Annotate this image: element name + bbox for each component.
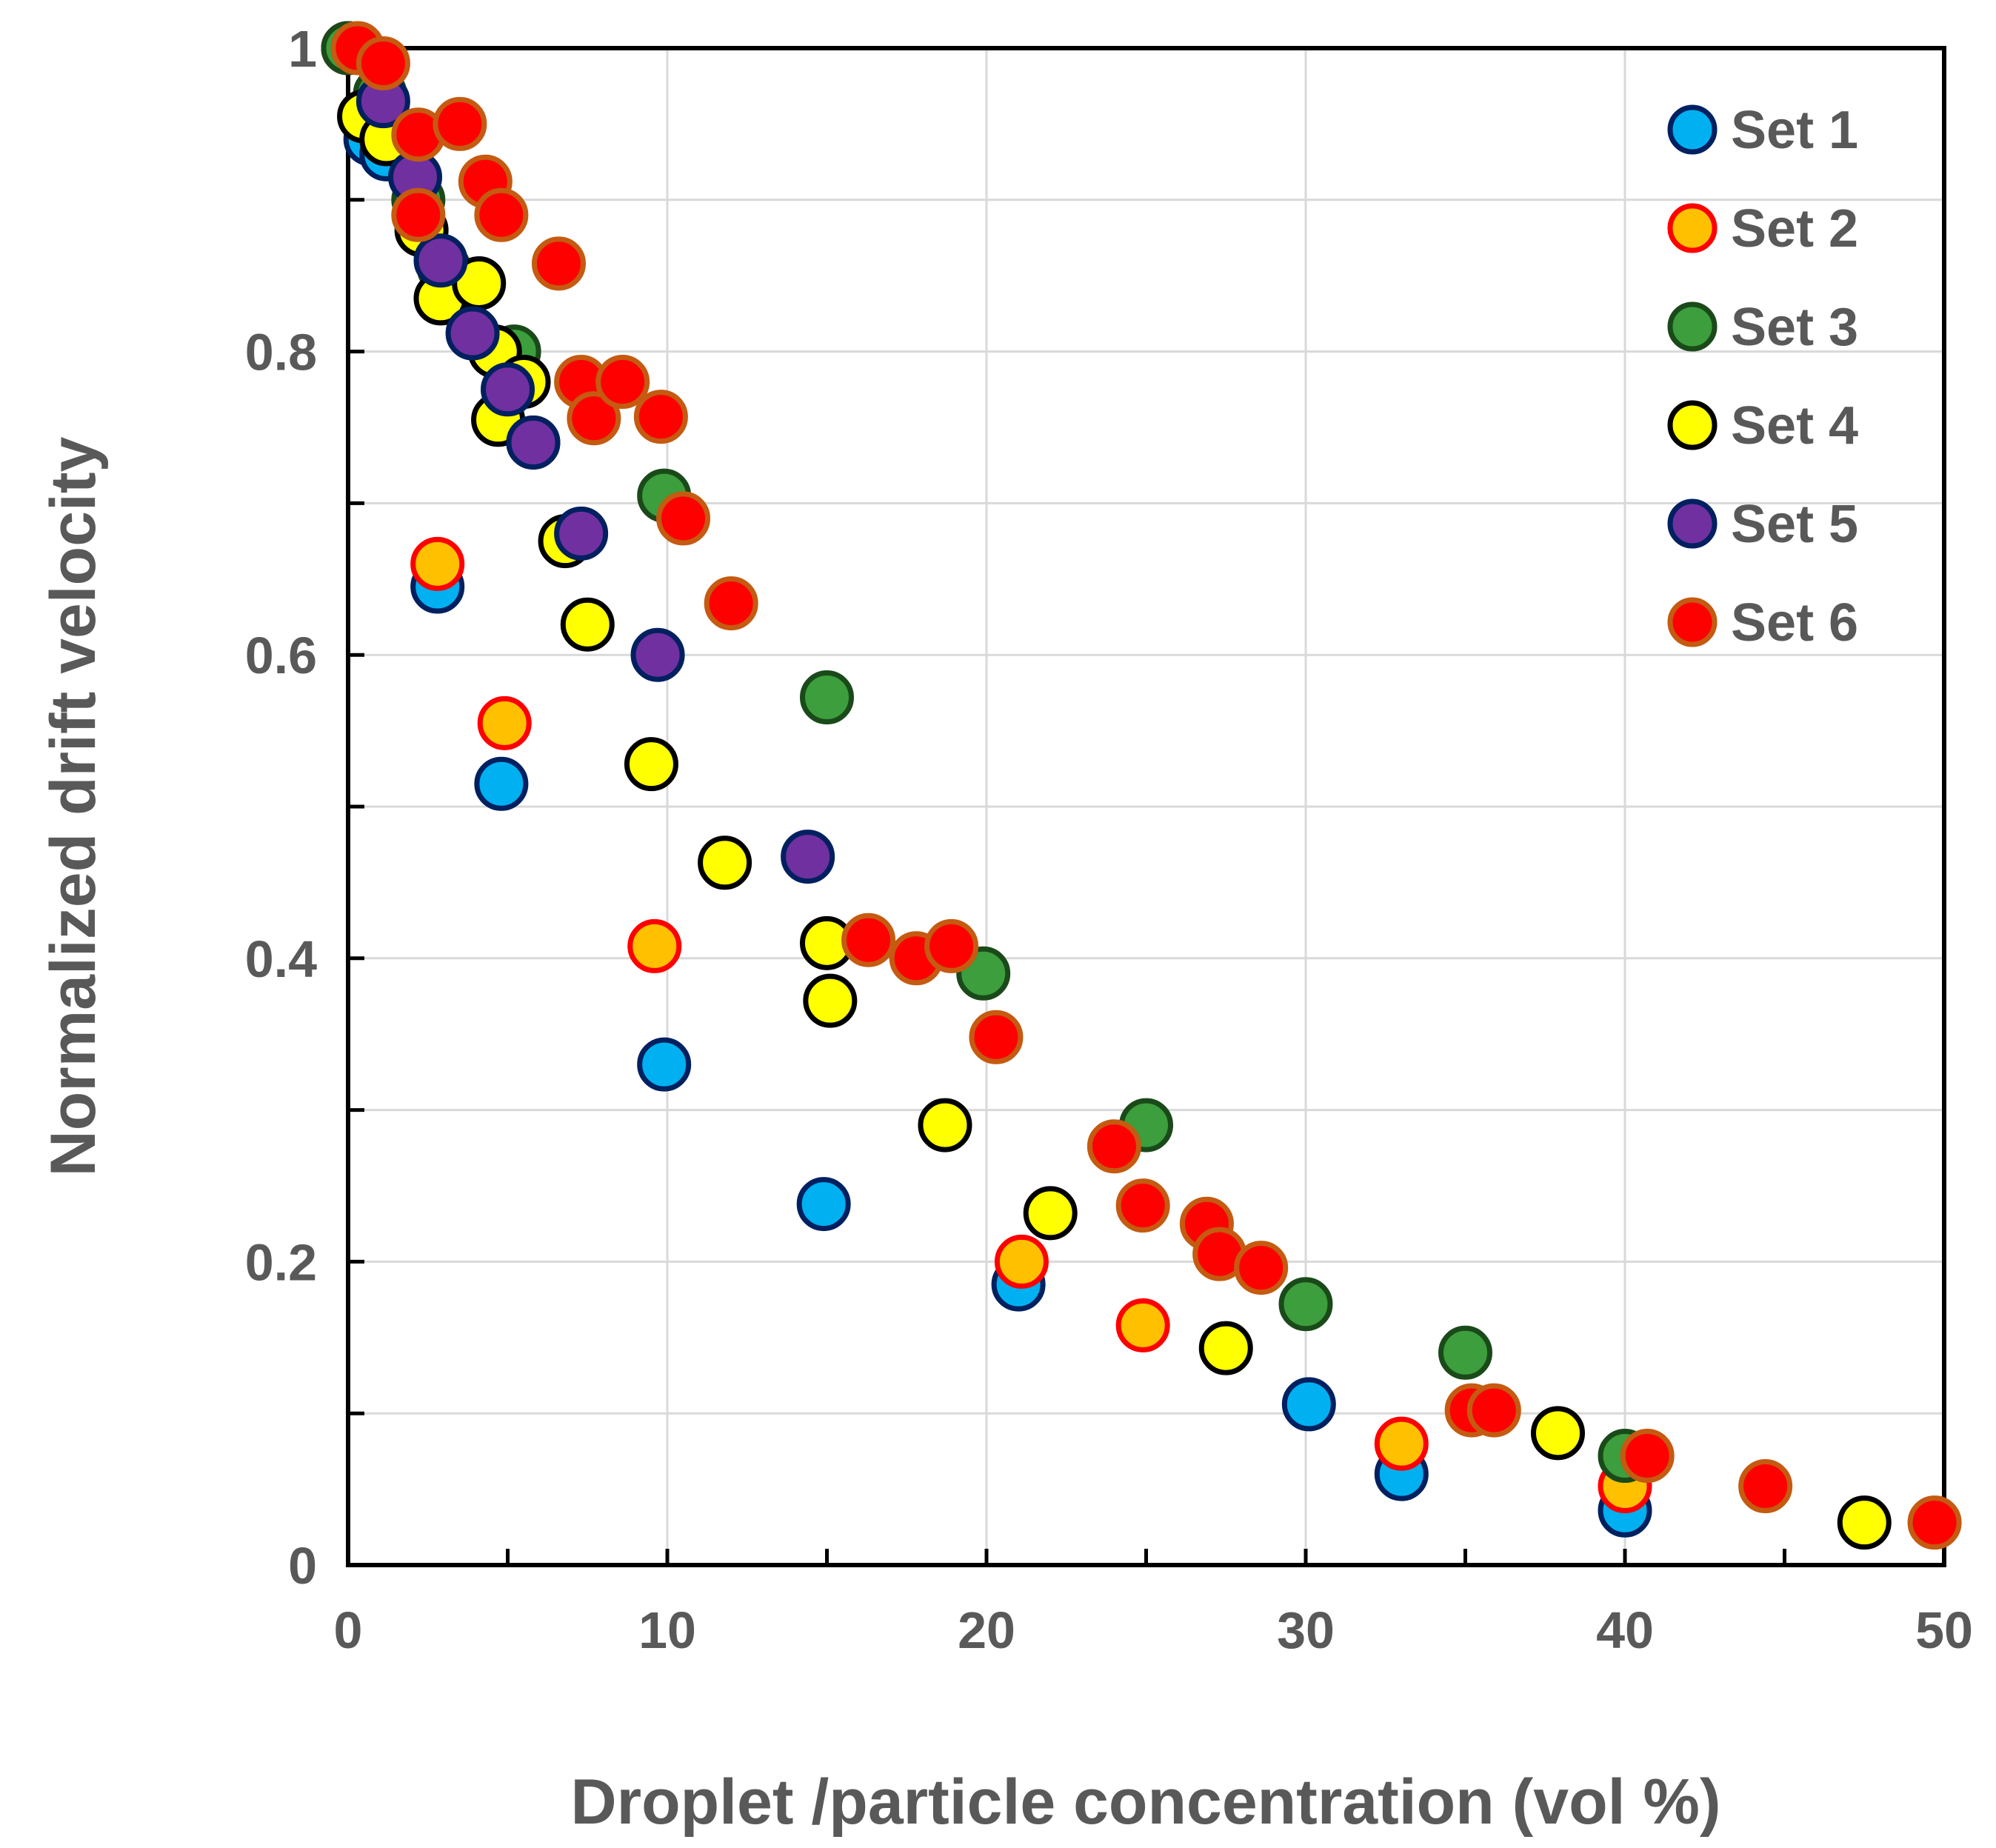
data-point-set-6 [1620, 1429, 1675, 1484]
legend-marker-set-3 [1667, 301, 1718, 352]
axis-ticks [348, 198, 1786, 1565]
data-point-set-2 [1374, 1416, 1429, 1471]
x-tick-labels: 0 10 20 30 40 50 [334, 1601, 1973, 1659]
gridlines [348, 48, 1944, 1565]
legend-label-set-1: Set 1 [1731, 101, 1858, 160]
data-point-set-6 [969, 1010, 1024, 1064]
legend-marker-set-5 [1667, 498, 1718, 549]
legend-label-set-3: Set 3 [1731, 298, 1858, 357]
legend-label-set-2: Set 2 [1731, 199, 1858, 258]
legend-marker-set-6 [1667, 597, 1718, 647]
legend-label-set-5: Set 5 [1731, 495, 1858, 554]
data-point-set-6 [433, 96, 487, 151]
data-point-set-4 [1530, 1406, 1585, 1461]
legend-marker-set-2 [1667, 203, 1718, 253]
legend-marker-set-4 [1667, 400, 1718, 450]
data-point-set-6 [1738, 1459, 1793, 1514]
data-point-set-3 [1438, 1325, 1492, 1380]
data-point-set-5 [506, 415, 561, 470]
y-tick-labels: 0 0.2 0.4 0.6 0.8 1 [245, 20, 317, 1595]
data-point-set-1 [474, 756, 529, 811]
legend-label-set-4: Set 4 [1731, 396, 1858, 456]
data-point-set-6 [595, 355, 650, 410]
legend-marker-set-1 [1667, 104, 1718, 155]
data-point-set-4 [560, 597, 615, 652]
data-point-set-1 [1281, 1377, 1336, 1432]
x-tick-label: 20 [958, 1601, 1015, 1659]
data-point-set-6 [1234, 1241, 1289, 1295]
x-tick-label: 40 [1596, 1601, 1654, 1659]
data-point-set-3 [1278, 1277, 1333, 1332]
data-point-set-6 [841, 913, 896, 967]
x-tick-label: 10 [638, 1601, 696, 1659]
data-point-set-6 [1907, 1495, 1962, 1550]
data-point-set-5 [554, 506, 609, 561]
x-tick-label: 30 [1277, 1601, 1335, 1659]
x-tick-label: 50 [1915, 1601, 1973, 1659]
y-tick-label: 1 [288, 20, 317, 78]
data-point-set-6 [656, 491, 711, 546]
data-point-set-2 [1115, 1298, 1170, 1352]
data-point-set-2 [627, 918, 682, 973]
data-point-set-4 [1837, 1495, 1892, 1550]
y-tick-label: 0.4 [245, 930, 317, 988]
x-tick-label: 0 [334, 1601, 363, 1659]
legend: Set 1 Set 2 Set 3 Set 4 Set 5 Set 6 [1667, 101, 1858, 653]
y-tick-label: 0 [288, 1537, 317, 1595]
data-point-set-5 [481, 362, 535, 417]
y-tick-label: 0.8 [245, 324, 317, 381]
data-point-set-4 [1198, 1321, 1253, 1375]
data-point-set-4 [803, 973, 858, 1028]
data-point-set-5 [413, 233, 468, 288]
legend-label-set-6: Set 6 [1731, 593, 1858, 653]
data-point-set-6 [924, 918, 979, 973]
y-tick-label: 0.6 [245, 627, 317, 684]
data-point-set-6 [1115, 1178, 1170, 1233]
data-point-set-4 [698, 835, 752, 890]
data-point-set-2 [410, 536, 465, 591]
data-point-set-6 [1087, 1119, 1141, 1174]
data-point-set-2 [477, 695, 532, 750]
data-point-set-2 [994, 1234, 1049, 1289]
data-point-set-5 [630, 627, 685, 682]
data-point-set-6 [567, 391, 621, 446]
x-axis-title: Droplet /particle concentration (vol %) [571, 1767, 1721, 1838]
data-point-set-4 [624, 737, 678, 792]
data-points [321, 21, 1962, 1550]
data-point-set-1 [796, 1177, 851, 1232]
data-point-set-6 [704, 576, 758, 631]
data-point-set-6 [633, 390, 688, 444]
data-point-set-5 [445, 306, 500, 361]
data-point-set-6 [1466, 1383, 1521, 1438]
data-point-set-1 [637, 1037, 692, 1092]
data-point-set-3 [800, 670, 854, 725]
data-point-set-6 [391, 187, 446, 242]
data-point-set-6 [474, 187, 529, 242]
data-point-set-4 [1023, 1186, 1078, 1241]
data-point-set-4 [918, 1098, 972, 1153]
data-point-set-5 [781, 830, 835, 884]
data-point-set-6 [531, 236, 586, 291]
y-tick-label: 0.2 [245, 1233, 317, 1291]
y-axis-title: Normalized drift velocity [38, 436, 109, 1176]
data-point-set-6 [356, 36, 410, 90]
